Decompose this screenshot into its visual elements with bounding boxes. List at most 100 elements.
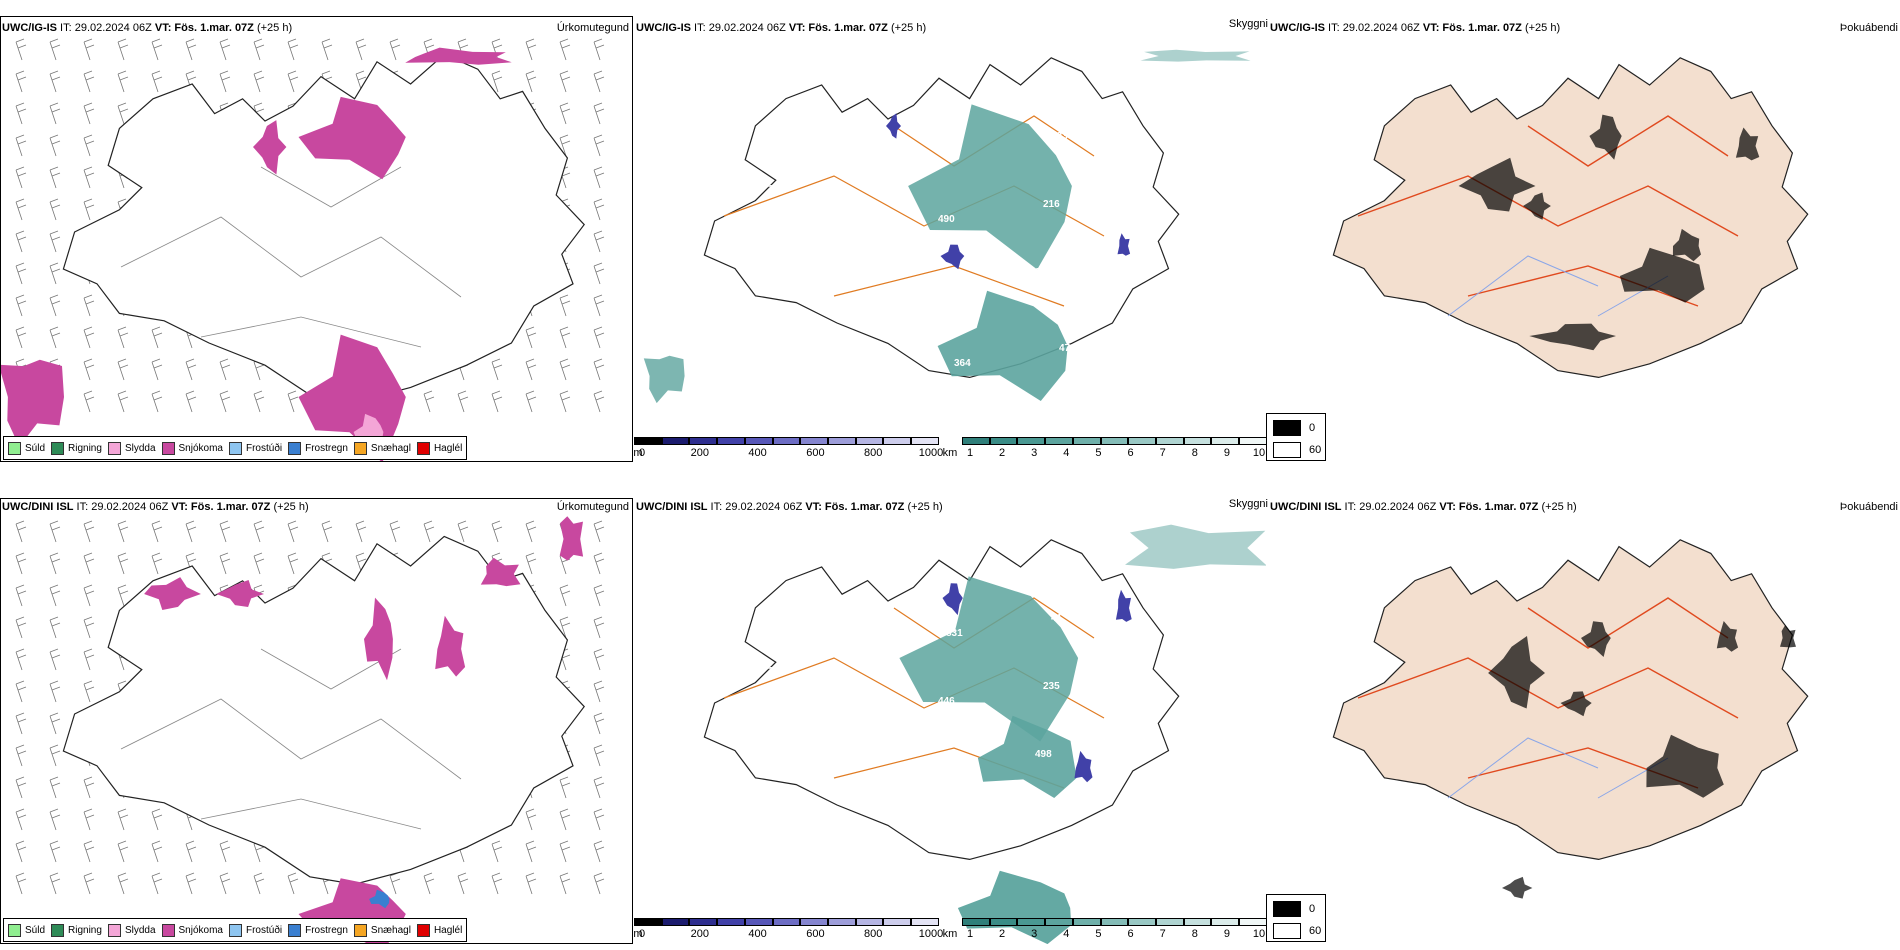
cloud-base-value-label: 120 [841,161,858,172]
cloud-base-value-label: 364 [954,358,971,369]
precip-legend-swatch [51,441,65,455]
precip-legend-item: Frostregn [288,441,348,455]
colorbar-segment [962,918,990,926]
cloud-base-value-label: 498 [1035,749,1052,760]
colorbar-tick-label: 10 [1252,928,1266,940]
colorbar-segment [800,437,829,445]
header-row2-visibility: UWC/DINI ISL IT: 29.02.2024 06Z VT: Fös.… [636,501,943,513]
colorbar-tick-label: 10 [1252,447,1266,459]
cloudbase-unit-label: m [633,928,643,940]
colorbar-segment [962,437,990,445]
fog-legend-item: 60 [1273,442,1321,458]
colorbar-segment [772,437,801,445]
colorbar-segment [717,918,745,926]
colorbar-segment [800,918,829,926]
cloud-base-value-label: 301 [760,734,777,745]
cloud-base-value-label: 161 [857,305,874,316]
cloud-base-value-label: 146 [760,252,777,263]
colorbar-tick-label: 7 [1159,928,1166,940]
fog-indicator-area [1716,621,1739,652]
colorbar-tick-label: 4 [1063,928,1070,940]
precip-legend-swatch [416,441,430,455]
precip-legend-label: Snjókoma [178,442,223,454]
precip-legend-label: Snæhagl [370,924,411,936]
precip-legend-swatch [288,923,302,937]
low-visibility-area [908,104,1072,270]
colorbar-tick-label: 3 [1031,447,1038,459]
road-network [1357,115,1739,307]
precip-legend-item: Slydda [107,441,156,455]
cloud-base-value-label: 215 [849,373,866,384]
fog-indicator-area [1560,691,1592,717]
panel-title-precip-row1: Úrkomutegund [556,22,629,34]
colorbar-tick-label: 4 [1063,447,1070,459]
snowfall-area [480,557,521,587]
colorbar-segment [883,437,912,445]
fog-indicator-area [1735,127,1760,161]
colorbar-tick-label: 800 [864,447,883,459]
cloud-base-value-label: 123 [1051,131,1068,142]
colorbar-segment [989,437,1018,445]
colorbar-tick-label: 2 [999,928,1006,940]
colorbar-segment [855,918,884,926]
snowfall-area [298,96,406,180]
colorbar-segment [1156,918,1184,926]
visibility-panel-row2: 20 172 446 498 458 699 831 235 301 149 105 41 12 77 [634,498,1266,944]
cloud-base-value-label: 47 [1059,343,1071,354]
colorbar-tick-label: 1 [966,447,974,459]
cloud-base-value-label: 28 [776,116,788,127]
precip-legend-item: Snjókoma [161,441,223,455]
snowfall-area [1,359,64,447]
low-visibility-area [1125,524,1266,569]
colorbar-segment [1045,437,1073,445]
colorbar-segment [1045,918,1073,926]
colorbar-tick-label: 1000 [918,928,944,940]
visibility-colorbar-labels-row1: km 1 2 3 4 5 6 7 8 9 10 [942,447,1267,461]
header-row1-visibility: UWC/IG-IS IT: 29.02.2024 06Z VT: Fös. 1.… [636,22,927,34]
colorbar-tick-label: 0 [638,447,646,459]
fog-indicator-area [1672,228,1701,262]
low-visibility-area [643,355,685,404]
precip-legend-item: Súld [8,441,45,455]
fog-indicator-area [1780,625,1796,648]
snowfall-area [405,47,512,65]
precip-legend-label: Frostregn [305,442,348,454]
fog-indicator-area [1488,636,1545,709]
fog-legend-swatch [1273,442,1301,458]
visibility-unit-label: km [942,447,958,459]
colorbar-tick-label: 1000 [918,447,944,459]
precip-legend-label: Súld [25,924,46,936]
cloud-base-value-label: 699 [849,855,866,866]
cloud-base-value-label: 446 [938,696,955,707]
cloud-base-value-label: 643 [752,320,769,331]
cloud-base-value-label: 79 [946,146,958,157]
precip-legend-item: Rigning [51,441,102,455]
precip-panel-row1: Súld Rigning Slydda Snjókoma Frostúði Frostre… [0,16,633,462]
precip-legend-swatch [107,923,121,937]
colorbar-segment [689,918,718,926]
cloudbase-colorbar-labels-row1: m 0 200 400 600 800 1000 [633,447,943,461]
colorbar-segment [1183,918,1212,926]
colorbar-segment [1100,437,1129,445]
fog-map-row1 [1332,57,1809,379]
cloudbase-unit-label: m [633,447,643,459]
precip-legend-swatch [228,441,242,455]
colorbar-segment [1211,918,1240,926]
colorbar-tick-label: 8 [1191,447,1198,459]
precip-legend-row2: Súld Rigning Slydda Snjókoma Frostúði Frostre… [3,918,468,942]
precip-legend-label: Frostregn [305,924,348,936]
fog-indicator-area [1458,157,1536,212]
cloud-base-value-label: 149 [857,787,874,798]
header-row2-fog: UWC/DINI ISL IT: 29.02.2024 06Z VT: Fös.… [1270,501,1577,513]
colorbar-segment [717,437,745,445]
fog-legend-label: 60 [1309,925,1322,937]
colorbar-tick-label: 2 [999,447,1006,459]
cloud-base-value-label: 831 [946,628,963,639]
colorbar-segment [1183,437,1212,445]
colorbar-segment [689,437,718,445]
fog-legend-label: 60 [1309,444,1322,456]
iceland-coastline [62,535,585,885]
cloud-base-value-label: 25 [962,290,974,301]
fog-legend-label: 0 [1309,903,1316,915]
colorbar-segment [661,918,690,926]
